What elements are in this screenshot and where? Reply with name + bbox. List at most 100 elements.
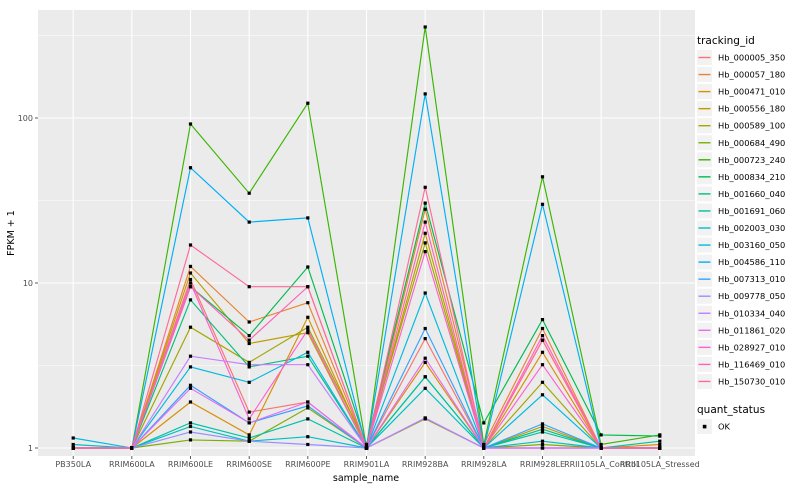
legend-label-Hb_116469_010: Hb_116469_010 bbox=[718, 359, 785, 369]
legend-label-Hb_000005_350: Hb_000005_350 bbox=[718, 53, 785, 63]
data-point bbox=[306, 354, 310, 358]
legend-label-Hb_000556_180: Hb_000556_180 bbox=[718, 104, 785, 114]
data-point bbox=[188, 421, 193, 425]
legend-label-Hb_007313_010: Hb_007313_010 bbox=[718, 274, 785, 284]
legend-label-Hb_001660_040: Hb_001660_040 bbox=[718, 189, 785, 199]
axis-layer: 1 10 100 PB350LA RRIM600LA RRIM600LE RRIM600SE… bbox=[18, 114, 700, 469]
data-point bbox=[423, 356, 427, 360]
data-point bbox=[540, 363, 545, 367]
data-point bbox=[423, 416, 427, 420]
y-tick-label: 100 bbox=[18, 114, 33, 123]
y-tick-label: 10 bbox=[23, 279, 33, 288]
data-point bbox=[188, 281, 193, 285]
data-point bbox=[188, 365, 193, 369]
data-point bbox=[599, 433, 603, 437]
data-point bbox=[247, 220, 251, 224]
x-tick-label: PB350LA bbox=[55, 460, 91, 469]
legend-label-Hb_009778_050: Hb_009778_050 bbox=[718, 291, 785, 301]
data-point bbox=[364, 446, 369, 450]
legend-label-Hb_002003_030: Hb_002003_030 bbox=[718, 223, 785, 233]
data-point bbox=[306, 265, 310, 269]
legend-label-Hb_000589_100: Hb_000589_100 bbox=[718, 121, 785, 131]
data-point bbox=[247, 285, 251, 289]
data-point bbox=[188, 438, 193, 442]
legend-title-tracking-id: tracking_id bbox=[697, 35, 755, 47]
data-point bbox=[188, 243, 193, 247]
data-point bbox=[188, 285, 193, 289]
data-point bbox=[247, 360, 251, 364]
data-point bbox=[247, 320, 251, 324]
data-point bbox=[247, 338, 251, 342]
x-tick-label: RRII105LA_Stressed bbox=[620, 460, 700, 469]
data-point bbox=[540, 175, 545, 179]
data-point bbox=[247, 410, 251, 414]
legend-label-Hb_028927_010: Hb_028927_010 bbox=[718, 342, 785, 352]
data-point bbox=[247, 365, 251, 369]
data-point bbox=[188, 122, 193, 126]
data-point bbox=[540, 380, 545, 384]
data-point bbox=[599, 442, 603, 447]
data-point bbox=[540, 338, 545, 342]
data-point bbox=[71, 442, 75, 447]
data-point bbox=[247, 363, 251, 367]
data-point bbox=[188, 400, 193, 404]
data-point bbox=[247, 439, 251, 443]
data-point bbox=[482, 421, 486, 425]
data-point bbox=[71, 436, 75, 440]
data-point bbox=[306, 350, 310, 354]
data-point bbox=[540, 202, 545, 206]
y-axis-title: FPKM + 1 bbox=[6, 210, 17, 256]
data-point bbox=[540, 427, 545, 431]
data-point bbox=[306, 400, 310, 404]
data-point bbox=[188, 298, 193, 302]
data-point bbox=[306, 315, 310, 319]
data-point bbox=[188, 277, 193, 282]
x-axis-title: sample_name bbox=[333, 473, 399, 484]
data-point bbox=[247, 417, 251, 421]
data-point bbox=[306, 285, 310, 289]
data-point bbox=[658, 439, 662, 443]
legend-layer: Hb_000005_350 Hb_000057_180 Hb_000471_010 H… bbox=[697, 50, 785, 389]
data-point bbox=[540, 393, 545, 397]
data-point bbox=[423, 386, 427, 390]
data-point bbox=[423, 207, 427, 211]
data-point bbox=[306, 328, 310, 332]
data-point bbox=[306, 404, 310, 408]
data-point bbox=[306, 216, 310, 220]
data-point bbox=[247, 433, 251, 437]
data-point bbox=[188, 325, 193, 329]
legend-label-Hb_000723_240: Hb_000723_240 bbox=[718, 155, 785, 165]
data-point bbox=[188, 264, 193, 268]
data-point bbox=[423, 337, 427, 341]
data-point bbox=[540, 334, 545, 338]
data-point bbox=[423, 375, 427, 379]
data-point bbox=[71, 446, 75, 450]
data-point bbox=[482, 442, 486, 447]
data-point bbox=[306, 406, 310, 410]
data-point bbox=[188, 430, 193, 434]
data-point bbox=[306, 325, 310, 329]
data-point bbox=[247, 380, 251, 384]
data-point bbox=[306, 331, 310, 335]
x-tick-label: RRIM600PE bbox=[285, 460, 331, 469]
data-point bbox=[658, 442, 662, 447]
data-point bbox=[247, 436, 251, 440]
x-tick-label: RRII105LA_Control bbox=[564, 460, 638, 469]
legend-label-Hb_150730_010: Hb_150730_010 bbox=[718, 376, 785, 386]
y-tick-label: 1 bbox=[28, 444, 33, 453]
legend-label-Hb_003160_050: Hb_003160_050 bbox=[718, 240, 785, 250]
data-point bbox=[130, 446, 134, 450]
data-point bbox=[247, 191, 251, 195]
data-point bbox=[658, 446, 662, 450]
x-tick-label: RRIM901LA bbox=[344, 460, 390, 469]
x-tick-label: RRIM600SE bbox=[226, 460, 272, 469]
data-point bbox=[306, 417, 310, 421]
data-point bbox=[423, 92, 427, 96]
data-point bbox=[247, 421, 251, 425]
data-point bbox=[188, 383, 193, 387]
data-point bbox=[540, 422, 545, 426]
legend-label-Hb_000834_210: Hb_000834_210 bbox=[718, 172, 785, 182]
quant-status-point-icon bbox=[702, 424, 707, 429]
